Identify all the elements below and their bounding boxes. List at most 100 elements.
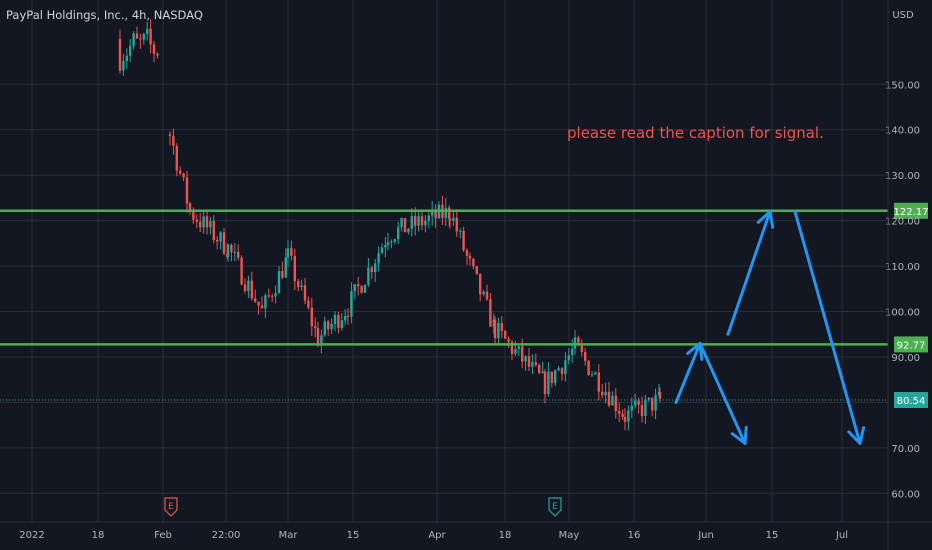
earnings-marker-icon[interactable] [164,497,178,517]
candle-body [340,320,343,328]
candle-body [479,273,482,295]
candle-body [205,216,209,228]
x-tick-label: 2022 [19,530,44,541]
candle-body [129,45,132,56]
candle-body [303,285,307,301]
candle-body [267,295,270,297]
candle-body [300,285,303,288]
candle-body [564,360,567,375]
candle-body [524,356,527,362]
candle-body [407,228,410,233]
candle-body [188,203,192,212]
candle-body [604,391,607,396]
candle-body [614,395,617,411]
candle-body [493,319,497,339]
candle-body [380,247,384,254]
candle-body [346,315,350,317]
y-tick-label: 130.00 [885,171,920,182]
currency-label: USD [892,10,914,21]
projection-arrow [674,341,702,404]
candle-body [333,314,337,324]
candle-body [630,405,633,411]
candle-body [277,271,281,294]
candle-body [424,220,427,226]
x-tick-label: Apr [428,530,446,541]
candle-body [179,170,182,174]
candle-body [448,218,452,221]
candle-body [444,207,447,218]
candle-body [541,371,544,373]
candle-body [330,323,333,330]
candle-body [485,291,489,300]
candle-body [284,257,287,278]
candle-body [607,391,611,406]
candle-body [647,397,650,400]
candle-body [644,399,647,416]
y-tick-label: 70.00 [891,444,920,455]
projection-arrow [698,341,747,445]
candle-body [431,209,434,216]
candle-body [327,321,330,330]
y-tick-label: 140.00 [885,126,920,137]
candle-body [297,281,300,288]
candle-body [465,250,469,256]
candle-body [314,326,317,329]
last-price-label: 80.54 [897,396,926,407]
candle-body [226,244,230,257]
candle-body [521,346,524,362]
candle-body [212,221,215,240]
candle-body [367,267,370,285]
projection-arrowhead [730,432,747,445]
x-tick-label: Mar [279,530,299,541]
projection-arrowhead [858,426,866,445]
x-tick-label: 22:00 [212,530,241,541]
candle-body [257,301,260,306]
projection-arrow [726,210,772,336]
candle-body [538,364,541,373]
candle-body [185,177,189,204]
candle-body [384,245,387,248]
candle-body [459,230,462,232]
candle-body [468,255,472,259]
candle-body [584,352,587,361]
candle-body [209,221,212,228]
candle-body [192,211,195,220]
projection-arrowhead [743,425,748,445]
candle-body [618,410,621,414]
candle-body [122,61,125,71]
x-tick-label: Jun [697,530,714,541]
candle-body [587,360,590,376]
candle-body [500,323,503,331]
candle-body [243,284,247,292]
candle-body [531,362,534,367]
candle-body [350,291,353,317]
candle-body [152,44,156,54]
candle-body [567,355,570,361]
candle-body [455,217,458,232]
x-tick-label: 16 [628,530,641,541]
candle-body [237,251,240,258]
candle-body [504,330,507,339]
level-price-tag [894,336,928,353]
candle-body [417,216,420,226]
level-price-label: 122.17 [894,207,929,218]
candle-body [323,321,326,336]
candle-body [597,372,600,392]
candle-body [250,280,253,299]
level-price-tag [894,202,928,219]
candle-body [320,335,323,346]
candle-body [390,241,393,243]
candle-body [254,298,257,302]
candle-body [240,257,243,285]
candle-body [573,337,577,349]
candle-body [554,370,557,383]
candle-body [370,267,373,273]
candle-body [142,33,145,40]
earnings-marker-icon[interactable] [548,497,562,517]
projection-arrowhead [768,210,775,229]
candle-body [182,173,185,178]
candle-body [448,207,451,219]
projection-arrowhead [847,430,862,445]
